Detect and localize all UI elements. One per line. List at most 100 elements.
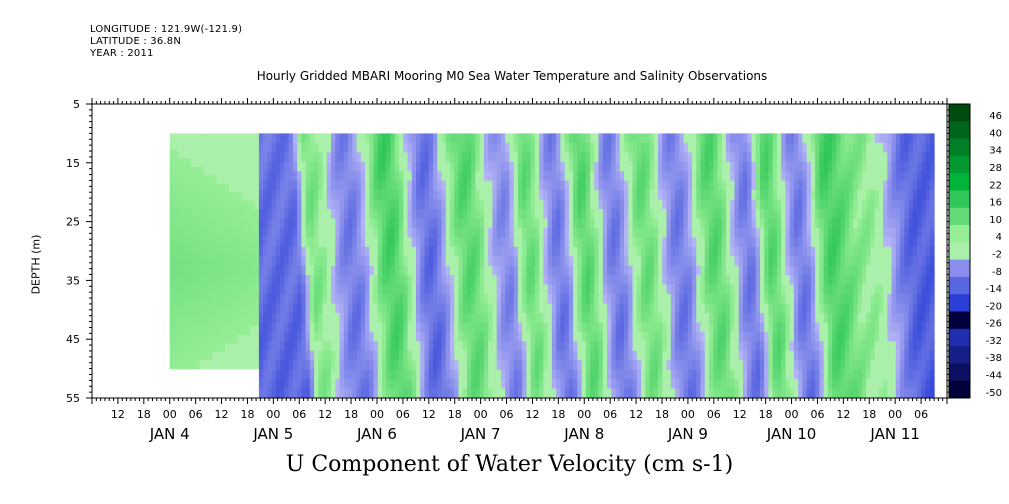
heatmap-cell (590, 275, 595, 286)
heatmap-cell (365, 256, 370, 267)
heatmap-cell (632, 379, 638, 390)
heatmap-cell (857, 171, 863, 182)
heatmap-cell (305, 369, 311, 380)
heatmap-cell (199, 209, 205, 218)
heatmap-cell (628, 312, 634, 323)
heatmap-cell (492, 142, 498, 153)
heatmap-cell (539, 360, 544, 371)
heatmap-cell (551, 227, 557, 238)
heatmap-cell (539, 350, 544, 361)
heatmap-cell (844, 218, 850, 229)
heatmap-cell (207, 326, 213, 336)
heatmap-cell (318, 388, 324, 398)
heatmap-cell (348, 303, 353, 314)
heatmap-cell (441, 209, 447, 220)
heatmap-cell (772, 303, 778, 314)
heatmap-cell (628, 227, 634, 238)
heatmap-cell (216, 192, 222, 202)
heatmap-cell (738, 341, 744, 352)
heatmap-cell (297, 379, 302, 390)
heatmap-cell (730, 331, 736, 342)
heatmap-cell (615, 312, 621, 323)
heatmap-cell (373, 227, 379, 238)
heatmap-cell (509, 199, 515, 210)
heatmap-cell (509, 133, 515, 144)
heatmap-cell (768, 227, 774, 238)
heatmap-cell (534, 312, 540, 323)
heatmap-cell (348, 265, 353, 276)
heatmap-cell (730, 237, 736, 248)
heatmap-cell (683, 133, 689, 144)
heatmap-cell (866, 209, 871, 220)
heatmap-cell (449, 171, 455, 182)
heatmap-cell (556, 180, 561, 191)
heatmap-cell (759, 360, 765, 371)
heatmap-cell (653, 265, 659, 276)
heatmap-cell (619, 369, 625, 380)
heatmap-cell (500, 350, 506, 361)
heatmap-cell (343, 218, 349, 229)
heatmap-cell (793, 379, 799, 390)
heatmap-cell (776, 284, 782, 295)
heatmap-cell (904, 322, 910, 333)
heatmap-cell (721, 379, 727, 390)
heatmap-cell (513, 350, 519, 361)
heatmap-cell (513, 341, 519, 352)
heatmap-cell (250, 242, 256, 252)
heatmap-cell (449, 360, 455, 371)
heatmap-cell (798, 237, 804, 248)
heatmap-cell (730, 341, 736, 352)
heatmap-cell (679, 360, 685, 371)
heatmap-cell (556, 142, 561, 153)
heatmap-cell (598, 180, 604, 191)
heatmap-cell (534, 275, 540, 286)
heatmap-cell (883, 142, 888, 153)
heatmap-cell (832, 322, 837, 333)
heatmap-cell (781, 331, 787, 342)
heatmap-cell (721, 227, 727, 238)
heatmap-cell (742, 237, 748, 248)
heatmap-cell (246, 309, 252, 319)
heatmap-cell (849, 209, 854, 220)
heatmap-cell (547, 360, 553, 371)
heatmap-cell (492, 209, 498, 220)
heatmap-cell (513, 369, 519, 380)
heatmap-cell (178, 259, 184, 269)
heatmap-cell (607, 152, 612, 163)
heatmap-cell (895, 275, 901, 286)
heatmap-cell (543, 341, 549, 352)
heatmap-cell (721, 237, 727, 248)
heatmap-cell (420, 341, 426, 352)
heatmap-cell (212, 251, 218, 260)
heatmap-cell (216, 351, 222, 361)
heatmap-cell (785, 209, 791, 220)
heatmap-cell (280, 265, 285, 276)
heatmap-cell (849, 360, 854, 371)
heatmap-cell (789, 341, 795, 352)
heatmap-cell (229, 267, 235, 277)
heatmap-cell (866, 199, 871, 210)
heatmap-cell (471, 227, 477, 238)
heatmap-cell (776, 369, 782, 380)
heatmap-cell (819, 161, 825, 172)
heatmap-cell (190, 183, 196, 193)
heatmap-cell (568, 161, 574, 172)
heatmap-cell (632, 331, 638, 342)
heatmap-cell (454, 388, 460, 398)
heatmap-cell (704, 190, 710, 201)
heatmap-cell (386, 331, 392, 342)
heatmap-cell (220, 192, 226, 202)
heatmap-cell (475, 303, 481, 314)
heatmap-cell (904, 341, 910, 352)
heatmap-cell (309, 360, 315, 371)
heatmap-cell (666, 237, 672, 248)
heatmap-cell (870, 360, 876, 371)
heatmap-cell (653, 133, 659, 144)
heatmap-cell (390, 379, 396, 390)
heatmap-cell (394, 180, 400, 191)
heatmap-cell (560, 388, 566, 398)
heatmap-cell (730, 284, 736, 295)
heatmap-cell (832, 256, 837, 267)
heatmap-cell (857, 312, 863, 323)
heatmap-cell (246, 318, 252, 328)
